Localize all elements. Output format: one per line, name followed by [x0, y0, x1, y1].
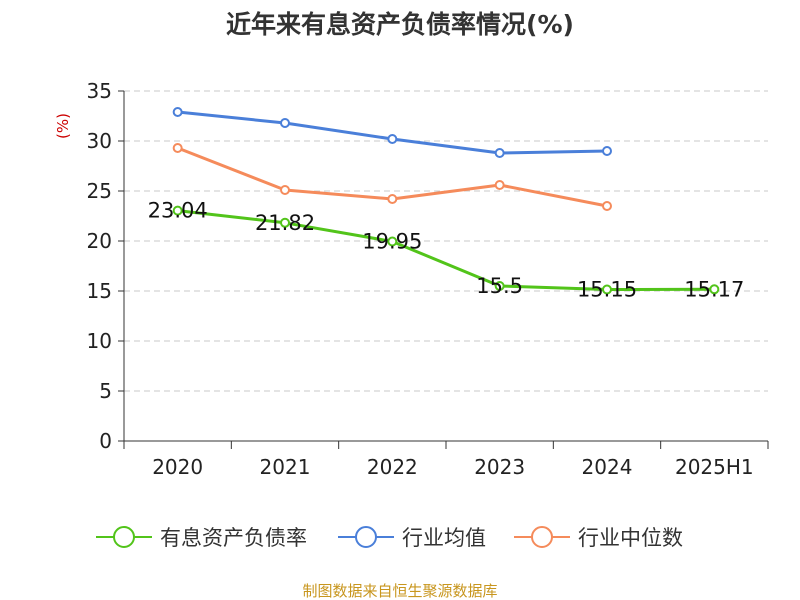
legend-swatch-marker [531, 526, 553, 548]
data-point [280, 217, 290, 228]
data-labels: 23.04 21.82 19.95 15.5 15.15 15.17 [148, 199, 745, 302]
legend-label: 行业中位数 [578, 526, 683, 550]
x-tick-label: 2023 [474, 455, 525, 479]
series-line [177, 110, 608, 155]
legend-label: 行业均值 [402, 526, 486, 550]
legend-item: 行业中位数 [514, 526, 683, 550]
x-tick-label: 2022 [367, 455, 418, 479]
data-point [387, 236, 398, 247]
data-point [172, 205, 183, 216]
data-label: 19.95 [362, 230, 422, 254]
legend-swatch-marker [355, 526, 377, 548]
series-group [172, 143, 612, 211]
series-group [172, 205, 720, 295]
data-point [602, 146, 612, 156]
series-line [177, 209, 715, 291]
legend-label: 有息资产负债率 [160, 526, 307, 550]
data-point [172, 107, 183, 117]
data-point [494, 148, 505, 158]
series-lines [172, 107, 720, 295]
y-tick-label: 10 [87, 329, 112, 353]
data-point [602, 284, 612, 295]
x-tick-label: 2024 [582, 455, 633, 479]
y-tick-label: 30 [87, 129, 112, 153]
data-point [709, 284, 720, 295]
legend-item: 行业均值 [338, 526, 486, 550]
data-label: 23.04 [148, 199, 208, 223]
data-point [494, 281, 505, 291]
source-note: 制图数据来自恒生聚源数据库 [302, 582, 497, 600]
chart-title: 近年来有息资产负债率情况(%) [226, 10, 574, 39]
y-axis-unit-label: (%) [54, 113, 72, 139]
y-tick-label: 0 [99, 429, 112, 453]
data-label: 21.82 [255, 211, 315, 235]
legend-swatch-marker [113, 526, 135, 548]
y-tick-label: 35 [87, 79, 112, 103]
data-point [280, 118, 290, 128]
x-tick-label: 2025H1 [675, 455, 754, 479]
data-label: 15.5 [476, 274, 523, 298]
data-label: 15.17 [684, 277, 744, 301]
y-tick-label: 5 [99, 379, 112, 403]
data-point [387, 134, 398, 144]
gridlines [124, 90, 768, 392]
data-point [602, 201, 612, 211]
data-point [280, 185, 290, 195]
series-group [172, 107, 612, 158]
data-point [387, 194, 398, 204]
data-point [494, 180, 505, 190]
x-tick-label: 2021 [260, 455, 311, 479]
legend: 有息资产负债率 行业均值 行业中位数 [96, 526, 683, 550]
axes: 0 5 10 15 20 25 30 35 2020 2021 2022 2023 2024 2025H1 [87, 79, 769, 479]
y-tick-label: 25 [87, 179, 112, 203]
data-point [172, 143, 183, 153]
legend-item: 有息资产负债率 [96, 526, 307, 550]
data-label: 15.15 [577, 278, 637, 302]
y-tick-label: 15 [87, 279, 112, 303]
y-tick-label: 20 [87, 229, 112, 253]
x-tick-label: 2020 [152, 455, 203, 479]
